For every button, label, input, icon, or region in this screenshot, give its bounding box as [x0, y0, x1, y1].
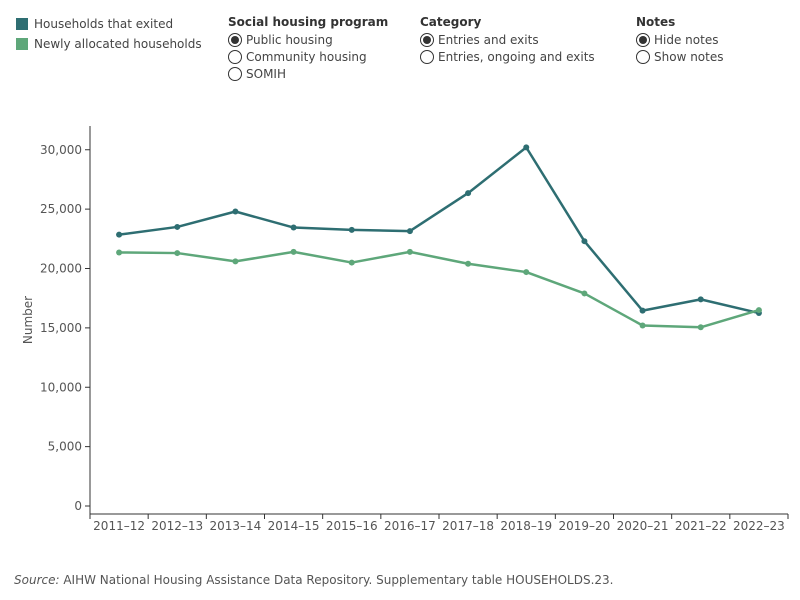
data-point-1-11	[755, 307, 762, 314]
x-tick-label: 2012–13	[151, 519, 203, 533]
data-point-1-0	[116, 249, 123, 256]
x-tick-label: 2019–20	[559, 519, 611, 533]
series-line-0	[118, 146, 760, 315]
data-point-1-3	[290, 248, 297, 255]
data-point-0-6	[465, 190, 472, 197]
data-point-0-5	[406, 228, 413, 235]
data-point-0-1	[174, 223, 181, 230]
data-point-1-4	[348, 259, 355, 266]
x-tick-label: 2015–16	[326, 519, 378, 533]
data-point-1-5	[406, 248, 413, 255]
x-tick-label: 2017–18	[442, 519, 494, 533]
source-text: AIHW National Housing Assistance Data Re…	[59, 573, 614, 587]
data-point-0-9	[639, 307, 646, 314]
radio-label: Community housing	[246, 49, 367, 64]
legend-item-exited: Households that exited	[16, 14, 202, 34]
category-selector: Category Entries and exits Entries, ongo…	[420, 14, 595, 65]
radio-icon[interactable]	[636, 32, 650, 47]
legend-swatch-exited	[16, 18, 28, 30]
data-point-0-8	[581, 238, 588, 245]
radio-community-housing[interactable]: Community housing	[228, 48, 388, 65]
program-selector: Social housing program Public housing Co…	[228, 14, 388, 82]
radio-icon[interactable]	[228, 32, 242, 47]
data-point-1-1	[174, 250, 181, 257]
data-point-0-3	[290, 224, 297, 231]
radio-entries-and-exits[interactable]: Entries and exits	[420, 31, 595, 48]
data-point-0-7	[523, 144, 530, 151]
data-point-1-10	[697, 324, 704, 331]
data-point-1-6	[465, 260, 472, 267]
radio-hide-notes[interactable]: Hide notes	[636, 31, 723, 48]
y-tick-label: 5,000	[48, 440, 82, 454]
program-title: Social housing program	[228, 15, 389, 29]
radio-somih[interactable]: SOMIH	[228, 65, 388, 82]
y-axis-label: Number	[21, 296, 35, 344]
y-tick-label: 10,000	[40, 380, 82, 394]
radio-label: Entries and exits	[438, 32, 539, 47]
x-tick-label: 2014–15	[268, 519, 320, 533]
radio-label: Show notes	[654, 49, 724, 64]
legend-item-allocated: Newly allocated households	[16, 34, 202, 54]
source-note: Source: AIHW National Housing Assistance…	[14, 573, 614, 587]
series-line-1	[119, 250, 760, 329]
radio-icon[interactable]	[420, 32, 434, 47]
legend-label-exited: Households that exited	[34, 17, 174, 31]
legend-swatch-allocated	[16, 38, 28, 50]
source-prefix: Source:	[14, 573, 60, 587]
radio-public-housing[interactable]: Public housing	[228, 31, 388, 48]
data-point-1-8	[581, 290, 588, 297]
y-tick-label: 30,000	[40, 143, 82, 157]
data-point-1-9	[639, 322, 646, 329]
legend-label-allocated: Newly allocated households	[34, 37, 202, 51]
radio-icon[interactable]	[228, 66, 242, 81]
y-tick-label: 25,000	[40, 202, 82, 216]
radio-label: SOMIH	[246, 66, 286, 81]
radio-icon[interactable]	[636, 49, 650, 64]
x-tick-label: 2021–22	[675, 519, 727, 533]
x-tick-label: 2018–19	[500, 519, 552, 533]
radio-icon[interactable]	[228, 49, 242, 64]
data-point-0-2	[232, 208, 239, 215]
notes-title: Notes	[636, 15, 676, 29]
category-title: Category	[420, 15, 482, 29]
x-tick-label: 2020–21	[617, 519, 669, 533]
radio-show-notes[interactable]: Show notes	[636, 48, 723, 65]
x-tick-label: 2016–17	[384, 519, 436, 533]
y-tick-label: 20,000	[40, 262, 82, 276]
radio-icon[interactable]	[420, 49, 434, 64]
radio-entries-ongoing-exits[interactable]: Entries, ongoing and exits	[420, 48, 595, 65]
data-point-1-7	[523, 269, 530, 276]
y-tick-label: 15,000	[40, 321, 82, 335]
x-tick-label: 2022–23	[733, 519, 785, 533]
data-point-0-0	[116, 231, 123, 238]
radio-label: Entries, ongoing and exits	[438, 49, 595, 64]
data-point-0-10	[697, 296, 704, 303]
notes-selector: Notes Hide notes Show notes	[636, 14, 723, 65]
data-point-0-4	[348, 226, 355, 233]
radio-label: Hide notes	[654, 32, 719, 47]
y-tick-label: 0	[74, 499, 82, 513]
data-point-1-2	[232, 258, 239, 265]
x-tick-label: 2013–14	[210, 519, 262, 533]
x-tick-label: 2011–12	[93, 519, 145, 533]
radio-label: Public housing	[246, 32, 333, 47]
legend: Households that exited Newly allocated h…	[16, 14, 202, 54]
